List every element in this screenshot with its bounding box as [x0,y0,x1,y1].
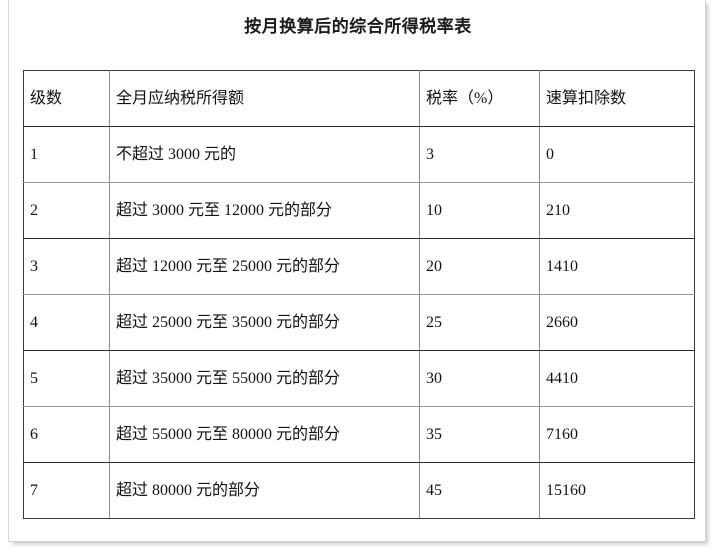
cell-income: 超过 25000 元至 35000 元的部分 [109,294,420,351]
cell-deduct: 1410 [539,238,695,295]
column-header-income: 全月应纳税所得额 [109,70,420,127]
cell-income: 超过 55000 元至 80000 元的部分 [109,406,420,463]
table-row: 2 超过 3000 元至 12000 元的部分 10 210 [23,182,695,239]
column-header-deduct: 速算扣除数 [539,70,695,127]
tax-rate-table: 级数 全月应纳税所得额 税率（%） 速算扣除数 1 不超过 3000 元的 3 … [23,70,695,519]
cell-deduct: 210 [539,182,695,239]
cell-income: 超过 3000 元至 12000 元的部分 [109,182,420,239]
cell-level: 4 [23,294,110,351]
cell-rate: 10 [419,182,540,239]
tax-rate-table-container: 级数 全月应纳税所得额 税率（%） 速算扣除数 1 不超过 3000 元的 3 … [23,70,695,519]
cell-rate: 30 [419,350,540,407]
cell-deduct: 15160 [539,462,695,519]
cell-rate: 20 [419,238,540,295]
cell-income: 超过 80000 元的部分 [109,462,420,519]
cell-rate: 25 [419,294,540,351]
table-row: 1 不超过 3000 元的 3 0 [23,126,695,183]
cell-rate: 35 [419,406,540,463]
cell-deduct: 0 [539,126,695,183]
cell-level: 1 [23,126,110,183]
table-row: 4 超过 25000 元至 35000 元的部分 25 2660 [23,294,695,351]
page-title: 按月换算后的综合所得税率表 [244,17,472,36]
cell-level: 5 [23,350,110,407]
table-header-row: 级数 全月应纳税所得额 税率（%） 速算扣除数 [23,70,695,127]
table-row: 3 超过 12000 元至 25000 元的部分 20 1410 [23,238,695,295]
document-page: 按月换算后的综合所得税率表 级数 全月应纳税所得额 税率（%） 速算扣除数 [8,0,706,542]
cell-rate: 3 [419,126,540,183]
column-header-level: 级数 [23,70,110,127]
cell-level: 6 [23,406,110,463]
table-row: 5 超过 35000 元至 55000 元的部分 30 4410 [23,350,695,407]
cell-deduct: 4410 [539,350,695,407]
cell-income: 超过 35000 元至 55000 元的部分 [109,350,420,407]
cell-level: 7 [23,462,110,519]
column-header-rate: 税率（%） [419,70,540,127]
cell-level: 2 [23,182,110,239]
table-row: 6 超过 55000 元至 80000 元的部分 35 7160 [23,406,695,463]
table-row: 7 超过 80000 元的部分 45 15160 [23,462,695,519]
cell-level: 3 [23,238,110,295]
cell-income: 不超过 3000 元的 [109,126,420,183]
cell-deduct: 7160 [539,406,695,463]
cell-deduct: 2660 [539,294,695,351]
cell-rate: 45 [419,462,540,519]
cell-income: 超过 12000 元至 25000 元的部分 [109,238,420,295]
